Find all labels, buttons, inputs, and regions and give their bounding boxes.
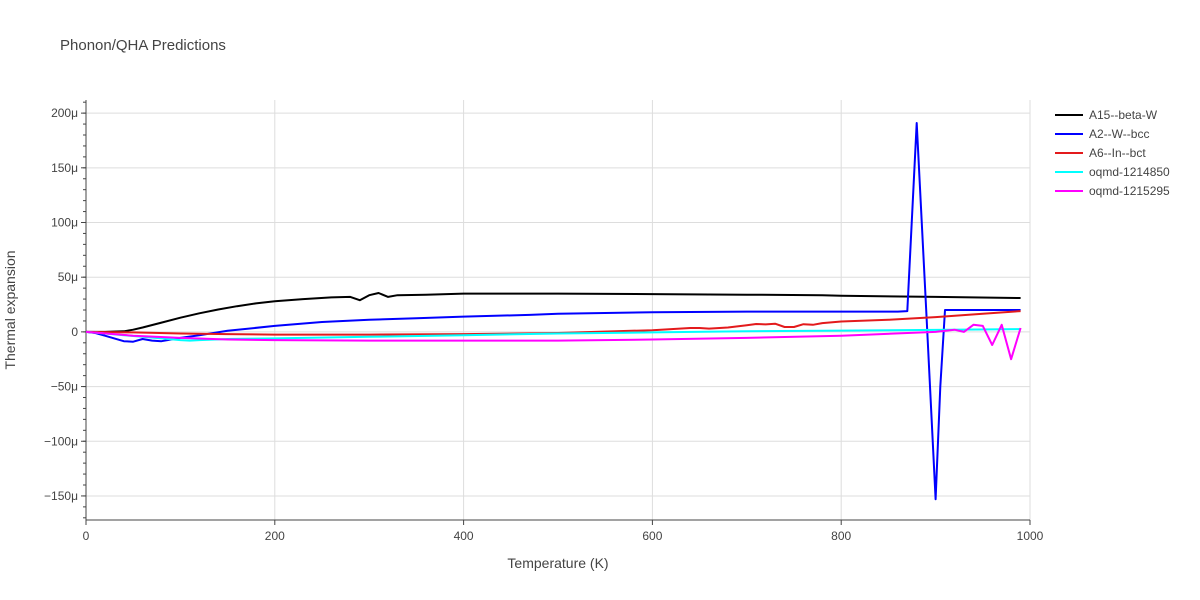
x-tick-label: 1000 xyxy=(1017,529,1044,543)
x-tick-label: 0 xyxy=(83,529,90,543)
series-group xyxy=(86,122,1022,501)
legend-item[interactable]: oqmd-1215295 xyxy=(1055,184,1170,198)
y-tick-label: 0 xyxy=(71,325,78,339)
x-tick-label: 400 xyxy=(454,529,474,543)
y-tick-label: 200μ xyxy=(51,106,78,120)
y-tick-labels: −150μ −100μ −50μ 0 50μ 100μ 150μ 200μ xyxy=(44,106,78,503)
x-tick-label: 800 xyxy=(831,529,851,543)
y-tick-label: −100μ xyxy=(44,434,78,448)
series-line-a6-in-bct xyxy=(86,310,1021,336)
chart-title: Phonon/QHA Predictions xyxy=(60,37,226,54)
legend-item[interactable]: A2--W--bcc xyxy=(1055,127,1149,141)
x-axis-label: Temperature (K) xyxy=(507,555,608,571)
legend-label: oqmd-1214850 xyxy=(1089,165,1170,179)
legend[interactable]: A15--beta-W A2--W--bcc A6--In--bct oqmd-121… xyxy=(1055,108,1170,198)
y-tick-label: −50μ xyxy=(51,380,78,394)
legend-label: A15--beta-W xyxy=(1089,108,1158,122)
legend-item[interactable]: A15--beta-W xyxy=(1055,108,1158,122)
y-axis-label: Thermal expansion xyxy=(2,250,18,369)
legend-item[interactable]: oqmd-1214850 xyxy=(1055,165,1170,179)
legend-label: A2--W--bcc xyxy=(1089,127,1149,141)
legend-label: oqmd-1215295 xyxy=(1089,184,1170,198)
x-tick-labels: 0 200 400 600 800 1000 xyxy=(83,529,1044,543)
x-tick-label: 600 xyxy=(642,529,662,543)
series-line-oqmd-1215295 xyxy=(86,323,1022,361)
grid-lines xyxy=(86,100,1031,520)
y-tick-label: 100μ xyxy=(51,216,78,230)
y-tick-label: −150μ xyxy=(44,489,78,503)
series-line-a15-beta-w xyxy=(86,292,1021,333)
legend-item[interactable]: A6--In--bct xyxy=(1055,146,1146,160)
y-tick-label: 150μ xyxy=(51,161,78,175)
series-line-a2-w-bcc xyxy=(86,122,1021,501)
y-tick-label: 50μ xyxy=(58,270,78,284)
axes xyxy=(81,100,1031,525)
legend-label: A6--In--bct xyxy=(1089,146,1146,160)
x-tick-label: 200 xyxy=(265,529,285,543)
